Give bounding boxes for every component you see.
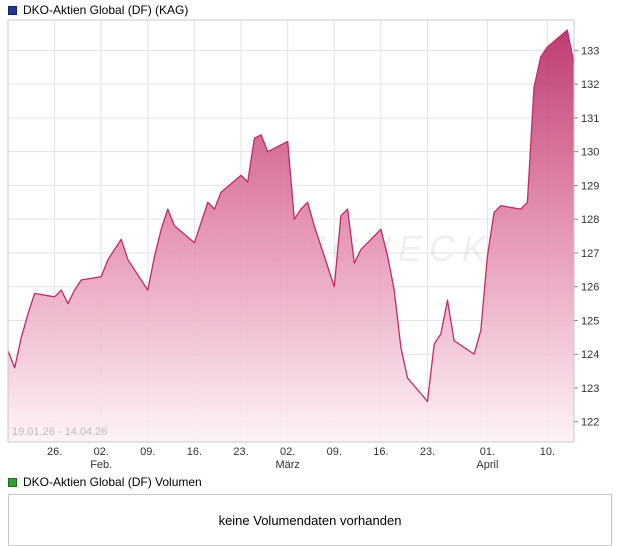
- x-axis-label: 10.: [540, 446, 555, 458]
- y-axis-label: 129: [581, 180, 599, 192]
- y-axis-label: 128: [581, 214, 599, 226]
- volume-legend: DKO-Aktien Global (DF) Volumen: [0, 474, 620, 490]
- price-legend-label: DKO-Aktien Global (DF) (KAG): [23, 3, 189, 17]
- price-area: [8, 30, 574, 442]
- price-chart-svg: AKTIENCHECK12212312412512612712812913013…: [7, 19, 599, 470]
- y-axis-label: 131: [581, 113, 599, 125]
- y-axis-label: 133: [581, 45, 599, 57]
- x-axis-label: 09.: [327, 446, 342, 458]
- price-line: [7, 29, 575, 403]
- y-axis-label: 127: [581, 248, 599, 260]
- x-axis-label: 02.: [94, 446, 109, 458]
- y-axis-label: 122: [581, 417, 599, 429]
- y-axis-label: 123: [581, 383, 599, 395]
- x-axis-month-label: April: [476, 459, 498, 470]
- x-axis-label: 02.: [280, 446, 295, 458]
- volume-panel: DKO-Aktien Global (DF) Volumen keine Vol…: [0, 474, 620, 546]
- x-axis-label: 09.: [140, 446, 155, 458]
- x-axis-label: 16.: [373, 446, 388, 458]
- x-axis-month-label: Feb.: [90, 459, 112, 470]
- volume-legend-label: DKO-Aktien Global (DF) Volumen: [23, 475, 202, 489]
- x-axis-month-label: März: [275, 459, 299, 470]
- x-axis-label: 01.: [480, 446, 495, 458]
- y-axis-label: 125: [581, 315, 599, 327]
- price-panel: DKO-Aktien Global (DF) (KAG) AKTIENCHECK…: [0, 2, 620, 470]
- price-legend-marker-icon: [8, 5, 17, 15]
- x-axis-label: 16.: [187, 446, 202, 458]
- y-axis-label: 132: [581, 79, 599, 91]
- x-axis-label: 26.: [47, 446, 62, 458]
- y-axis-label: 124: [581, 349, 599, 361]
- y-axis-label: 126: [581, 282, 599, 294]
- price-chart: AKTIENCHECK 122 123 124 125 126 127 128 129 130 13…: [0, 18, 620, 470]
- volume-legend-marker-icon: [8, 477, 17, 487]
- volume-empty-box: keine Volumendaten vorhanden: [8, 494, 612, 546]
- volume-empty-message: keine Volumendaten vorhanden: [218, 512, 402, 528]
- price-legend: DKO-Aktien Global (DF) (KAG): [0, 2, 620, 18]
- date-range-label: 19.01.26 - 14.04.26: [12, 426, 107, 438]
- y-axis-label: 130: [581, 147, 599, 159]
- x-axis-label: 23.: [233, 446, 248, 458]
- x-axis-label: 23.: [420, 446, 435, 458]
